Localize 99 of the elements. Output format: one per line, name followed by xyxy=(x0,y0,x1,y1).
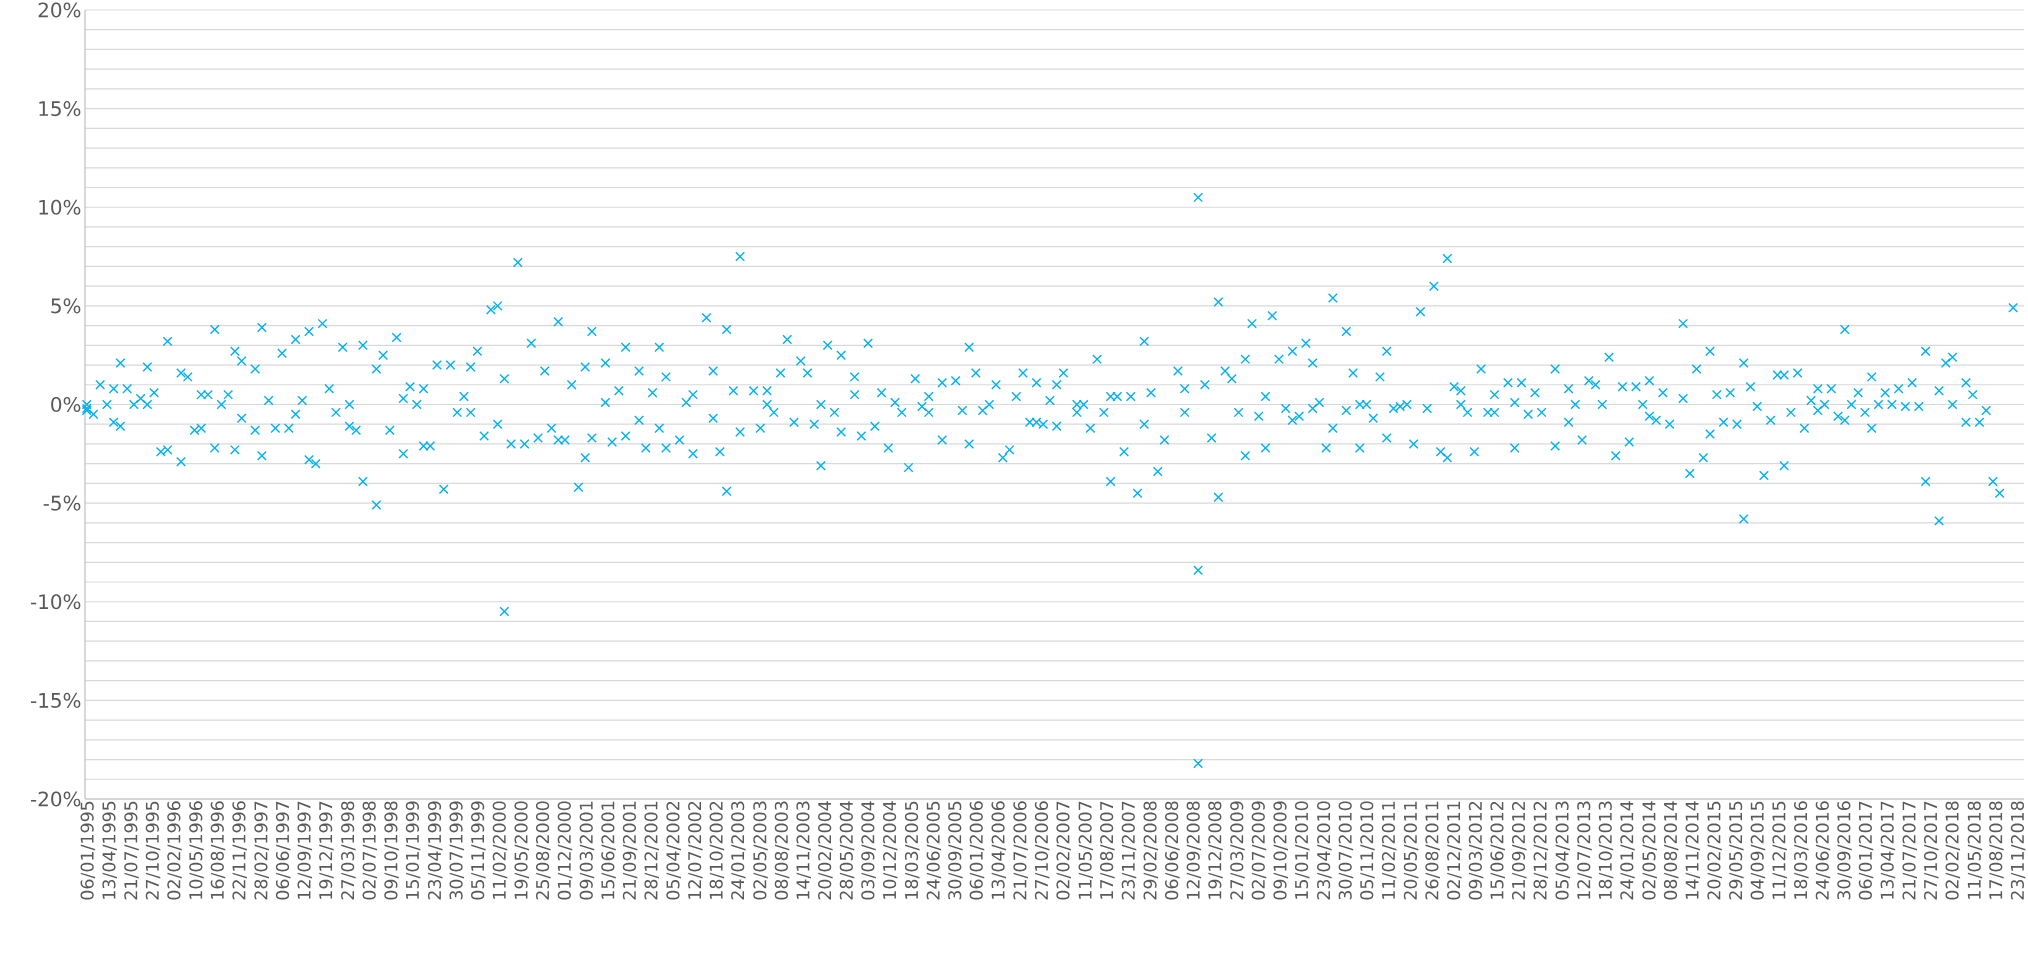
x-tick-label: 03/09/2004 xyxy=(861,801,876,900)
x-tick-label: 21/07/2006 xyxy=(1013,801,1028,900)
x-tick-label: 30/09/2016 xyxy=(1837,801,1852,900)
x-tick-label: 02/07/2009 xyxy=(1251,801,1267,900)
x-tick-label: 28/12/2001 xyxy=(644,801,659,900)
x-tick-label: 19/12/1997 xyxy=(319,801,334,899)
x-tick-label: 30/07/1999 xyxy=(449,801,465,900)
x-tick-label: 24/01/2003 xyxy=(731,801,746,900)
x-tick-label: 13/04/1995 xyxy=(102,801,117,899)
x-tick-label: 04/09/2015 xyxy=(1750,801,1766,900)
x-tick-label: 19/12/2008 xyxy=(1208,801,1223,899)
x-tick-label: 15/01/2010 xyxy=(1294,801,1310,899)
x-tick-label: 18/03/2005 xyxy=(904,801,920,899)
x-tick-label: 27/10/1995 xyxy=(145,801,161,900)
x-tick-label: 29/05/2015 xyxy=(1729,801,1744,900)
x-tick-label: 02/02/1996 xyxy=(167,801,182,900)
x-tick-label: 11/05/2018 xyxy=(1967,801,1983,899)
x-tick-label: 02/07/1998 xyxy=(362,801,378,900)
x-tick-label: 20/05/2011 xyxy=(1403,801,1419,900)
x-tick-label: 08/08/2014 xyxy=(1663,801,1679,900)
x-tick-label: 27/03/2009 xyxy=(1230,801,1245,900)
y-tick-label: 5% xyxy=(51,298,81,314)
x-tick-label: 26/08/2011 xyxy=(1425,801,1440,900)
x-tick-label: 05/11/1999 xyxy=(471,801,486,900)
x-tick-label: 21/09/2001 xyxy=(622,801,638,900)
y-tick-label: -10% xyxy=(30,594,81,610)
x-tick-label: 18/03/2016 xyxy=(1794,801,1809,899)
x-tick-label: 29/02/2008 xyxy=(1143,801,1159,900)
x-tick-label: 08/08/2003 xyxy=(774,801,790,900)
x-tick-label: 13/04/2006 xyxy=(991,801,1007,899)
x-tick-label: 17/08/2018 xyxy=(1989,801,2004,899)
x-tick-label: 28/12/2012 xyxy=(1533,801,1549,900)
x-tick-label: 24/06/2005 xyxy=(926,801,942,900)
x-tick-label: 11/02/2011 xyxy=(1381,801,1397,899)
x-tick-label: 05/04/2002 xyxy=(666,801,681,900)
x-tick-label: 21/09/2012 xyxy=(1511,801,1527,900)
x-tick-label: 28/02/1997 xyxy=(254,801,269,900)
x-tick-label: 23/04/2010 xyxy=(1317,801,1332,900)
y-tick-label: 10% xyxy=(39,199,81,215)
x-tick-label: 11/12/2015 xyxy=(1772,801,1787,899)
x-tick-label: 25/08/2000 xyxy=(535,801,551,900)
x-tick-label: 01/12/2000 xyxy=(557,801,573,900)
x-tick-label: 28/05/2004 xyxy=(839,801,855,900)
x-tick-label: 20/02/2004 xyxy=(818,801,833,900)
x-tick-label: 18/10/2013 xyxy=(1598,801,1614,899)
x-tick-label: 09/03/2012 xyxy=(1468,801,1484,900)
x-tick-label: 17/08/2007 xyxy=(1100,801,1115,899)
y-tick-label: -20% xyxy=(30,791,81,807)
x-tick-label: 05/04/2013 xyxy=(1555,801,1571,900)
x-tick-label: 19/05/2000 xyxy=(514,801,530,899)
x-tick-label: 27/10/2017 xyxy=(1923,801,1939,900)
y-tick-label: -5% xyxy=(43,495,81,511)
x-tick-label: 24/06/2016 xyxy=(1815,801,1831,900)
x-tick-label: 27/03/1998 xyxy=(341,801,356,900)
x-tick-label: 20/02/2015 xyxy=(1707,801,1722,900)
x-tick-label: 05/11/2010 xyxy=(1360,801,1375,900)
y-tick-label: 15% xyxy=(39,101,81,117)
x-tick-label: 06/01/2017 xyxy=(1858,801,1874,900)
x-tick-label: 10/12/2004 xyxy=(882,801,898,899)
y-tick-label: -15% xyxy=(30,692,81,708)
x-tick-label: 06/01/2006 xyxy=(969,801,985,900)
x-tick-label: 15/06/2001 xyxy=(601,801,616,899)
y-tick-label: 20% xyxy=(38,2,81,18)
x-tick-label: 14/11/2014 xyxy=(1685,801,1701,899)
x-tick-label: 23/04/1999 xyxy=(427,801,443,900)
x-tick-label: 23/11/2018 xyxy=(2010,801,2026,900)
x-tick-label: 30/09/2005 xyxy=(948,801,963,900)
x-tick-label: 06/06/1997 xyxy=(275,801,291,900)
x-tick-label: 24/01/2014 xyxy=(1620,801,1635,900)
x-tick-label: 12/09/1997 xyxy=(297,801,313,899)
x-tick-label: 15/06/2012 xyxy=(1490,801,1505,899)
x-tick-label: 02/05/2014 xyxy=(1642,801,1657,900)
x-tick-label: 09/03/2001 xyxy=(579,801,595,900)
x-tick-label: 09/10/2009 xyxy=(1273,801,1288,900)
x-tick-label: 15/01/1999 xyxy=(405,801,421,899)
y-tick-label: 0% xyxy=(51,396,81,413)
x-tick-label: 21/07/1995 xyxy=(124,801,139,900)
x-tick-label: 16/08/1996 xyxy=(210,801,226,899)
x-tick-label: 10/05/1996 xyxy=(189,801,204,899)
x-tick-label: 02/05/2003 xyxy=(753,801,768,900)
x-tick-label: 14/11/2003 xyxy=(796,801,811,899)
x-tick-label: 27/10/2006 xyxy=(1034,801,1050,900)
x-tick-label: 22/11/1996 xyxy=(232,801,247,900)
x-tick-label: 23/11/2007 xyxy=(1121,801,1137,900)
x-tick-label: 02/12/2011 xyxy=(1447,801,1462,900)
x-tick-label: 02/02/2018 xyxy=(1945,801,1961,900)
x-tick-label: 30/07/2010 xyxy=(1338,801,1354,900)
x-tick-label: 12/07/2013 xyxy=(1577,801,1592,899)
x-tick-label: 12/07/2002 xyxy=(688,801,703,899)
x-tick-label: 11/05/2007 xyxy=(1078,801,1094,899)
x-tick-label: 12/09/2008 xyxy=(1186,801,1202,899)
x-tick-label: 02/02/2007 xyxy=(1056,801,1071,900)
x-tick-label: 06/01/1995 xyxy=(80,801,96,900)
x-tick-label: 13/04/2017 xyxy=(1880,801,1896,899)
x-tick-label: 06/06/2008 xyxy=(1165,801,1180,900)
x-tick-label: 09/10/1998 xyxy=(384,801,399,900)
x-tick-label: 18/10/2002 xyxy=(709,801,725,899)
x-tick-label: 21/07/2017 xyxy=(1902,801,1918,900)
x-tick-label: 11/02/2000 xyxy=(492,801,508,899)
